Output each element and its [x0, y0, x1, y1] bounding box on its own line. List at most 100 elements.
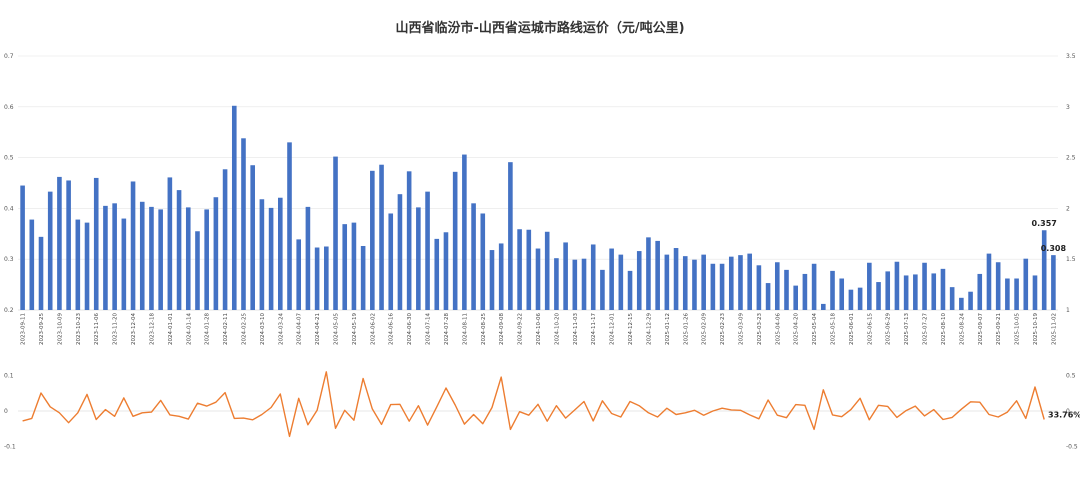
bar: [535, 248, 541, 310]
right-tick-label: 2.5: [1066, 155, 1076, 162]
right-tick-label: 3.5: [1066, 53, 1076, 60]
bar: [489, 250, 495, 310]
bar: [581, 258, 587, 310]
bar: [250, 165, 255, 310]
bar: [139, 201, 145, 310]
bar: [747, 253, 752, 310]
x-tick-label: 2023-10-23: [76, 313, 82, 345]
bar: [636, 251, 642, 310]
x-tick-label: 2025-04-06: [775, 313, 781, 345]
bar: [103, 205, 108, 310]
chart-title: 山西省临汾市-山西省运城市路线运价（元/吨公里): [395, 20, 684, 36]
bar: [738, 255, 743, 310]
bar-panel-right-axis: 1 1.5 2 2.5 3 3.5: [1066, 53, 1076, 314]
bar: [38, 236, 44, 310]
x-tick-label: 2024-01-28: [205, 313, 211, 345]
bar: [1041, 230, 1047, 310]
bar: [728, 256, 734, 310]
x-tick-label: 2024-06-16: [389, 313, 395, 345]
bar: [1051, 255, 1056, 310]
bar: [646, 237, 651, 310]
bar: [231, 105, 237, 310]
x-tick-label: 2025-06-15: [867, 313, 873, 345]
x-tick-label: 2024-04-07: [297, 313, 303, 345]
bar: [360, 245, 366, 310]
x-tick-label: 2025-07-13: [904, 313, 910, 345]
bar: [397, 194, 403, 310]
bar: [590, 244, 596, 310]
bar-data-label: 0.357: [1032, 219, 1057, 228]
bar: [876, 282, 881, 310]
bar: [333, 156, 338, 310]
bar: [66, 180, 71, 310]
bar: [848, 289, 854, 310]
x-tick-label: 2025-02-23: [720, 313, 726, 345]
bar-panel-left-axis: 0.2 0.3 0.4 0.5 0.6 0.7: [4, 53, 14, 314]
bar: [287, 142, 292, 310]
x-tick-label: 2024-08-11: [462, 313, 468, 345]
bar: [673, 248, 679, 310]
bar: [867, 262, 872, 310]
bar: [959, 297, 964, 310]
left-tick-label: 0.6: [4, 104, 14, 111]
x-tick-label: 2023-11-20: [113, 313, 119, 345]
bar: [158, 209, 163, 310]
left-tick-label: 0.7: [4, 53, 14, 60]
bar: [600, 269, 605, 310]
x-tick-label: 2025-10-19: [1033, 313, 1039, 345]
bar: [563, 242, 568, 310]
left-tick-label: 0.2: [4, 307, 14, 314]
bar: [471, 203, 476, 310]
bar: [986, 253, 992, 310]
bar: [84, 222, 90, 310]
bar: [370, 170, 375, 310]
x-tick-label: 2024-12-01: [610, 313, 616, 345]
x-tick-label: 2024-03-10: [260, 313, 266, 345]
right-tick-label: -0.5: [1066, 443, 1078, 450]
bar: [821, 303, 826, 310]
bar: [416, 207, 421, 310]
x-tick-label: 2025-09-21: [996, 313, 1002, 345]
bar: [259, 199, 265, 310]
bar: [121, 218, 127, 310]
right-tick-label: 2: [1066, 205, 1070, 212]
x-tick-label: 2025-11-02: [1051, 313, 1057, 345]
bar: [278, 197, 283, 310]
left-tick-label: 0.3: [4, 256, 14, 263]
x-tick-label: 2024-12-15: [628, 313, 634, 345]
bar: [682, 256, 688, 310]
x-tick-label: 2024-05-05: [334, 313, 340, 345]
bar-data-label: 0.308: [1041, 244, 1067, 253]
line-end-label: -13.71%: [1046, 0, 1080, 2]
x-tick-label: 2023-09-25: [39, 313, 45, 345]
x-tick-label: 2024-11-17: [591, 313, 597, 345]
right-tick-label: 3: [1066, 104, 1070, 111]
x-tick-label: 2025-09-07: [978, 313, 984, 345]
x-tick-label: 2024-06-02: [370, 313, 376, 345]
bar: [324, 246, 329, 310]
bar: [213, 197, 219, 310]
bar: [719, 263, 725, 310]
bar: [314, 247, 320, 310]
x-tick-label: 2024-11-03: [573, 313, 579, 345]
x-tick-label: 2025-06-29: [886, 313, 892, 345]
left-tick-label: 0.5: [4, 155, 14, 162]
bar: [462, 154, 467, 310]
bar: [765, 283, 771, 310]
bar: [305, 206, 311, 310]
x-tick-label: 2024-08-25: [481, 313, 487, 345]
x-tick-label: 2024-10-06: [536, 313, 542, 345]
line-panel-right-axis: -0.5 0 0.5: [1066, 373, 1078, 451]
bar: [618, 254, 624, 310]
bar: [20, 185, 25, 310]
bar: [480, 213, 486, 310]
bar: [176, 190, 182, 310]
bar: [508, 162, 513, 310]
bar: [75, 219, 81, 310]
bar: [517, 229, 522, 310]
bar: [811, 263, 817, 310]
x-tick-label: 2024-01-01: [168, 313, 174, 345]
x-tick-label: 2024-07-14: [426, 313, 432, 345]
bar: [857, 287, 863, 310]
